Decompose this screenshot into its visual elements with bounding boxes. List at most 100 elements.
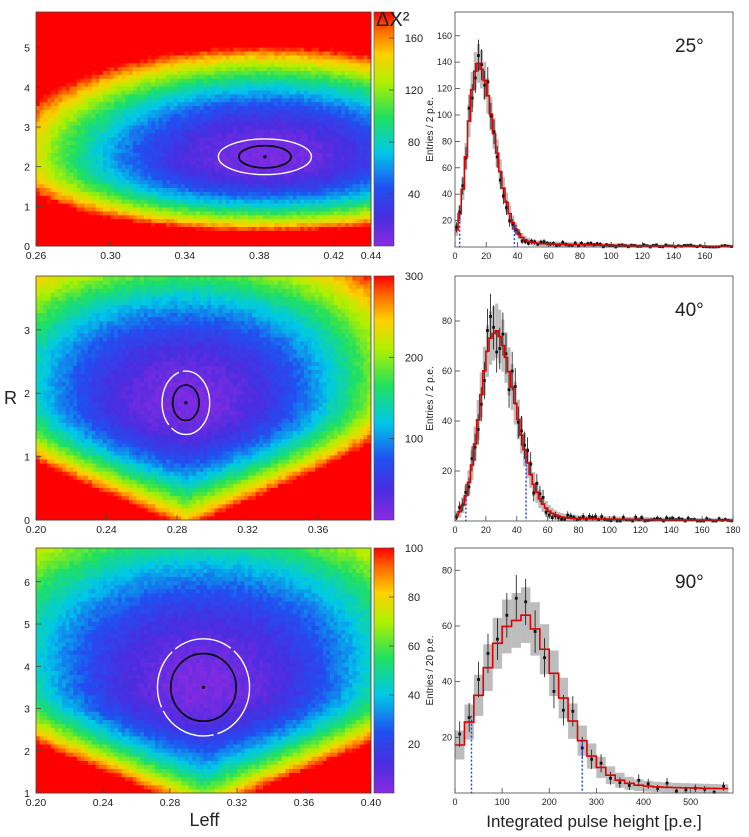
- heatmap-cell: [285, 238, 290, 243]
- heatmap-cell: [259, 238, 264, 243]
- heatmap-cell: [103, 54, 108, 60]
- heatmap-cell: [136, 175, 141, 181]
- heatmap-cell: [129, 160, 134, 165]
- heatmap-cell: [170, 230, 175, 235]
- heatmap-cell: [322, 70, 327, 75]
- heatmap-cell: [50, 113, 56, 118]
- heatmap-cell: [129, 90, 134, 95]
- heatmap-cell: [192, 125, 197, 130]
- heatmap-cell: [248, 195, 253, 200]
- heatmap-cell: [304, 152, 309, 157]
- heatmap-cell: [237, 12, 242, 17]
- heatmap-cell: [214, 156, 219, 161]
- heatmap-cell: [125, 58, 130, 64]
- heatmap-cell: [248, 238, 253, 243]
- heatmap-cell: [62, 15, 67, 21]
- heatmap-cell: [203, 160, 208, 165]
- heatmap-cell: [210, 156, 216, 161]
- heatmap-cell: [125, 23, 130, 29]
- heatmap-cell: [143, 207, 149, 212]
- heatmap-cell: [43, 19, 48, 25]
- heatmap-cell: [50, 183, 56, 188]
- heatmap-cell: [129, 74, 134, 79]
- heatmap-cell: [263, 117, 268, 122]
- heatmap-cell: [173, 97, 178, 103]
- heatmap-cell: [266, 230, 271, 235]
- heatmap-cell: [110, 66, 115, 71]
- heatmap-cell: [36, 199, 41, 204]
- heatmap-cell: [289, 117, 294, 122]
- heatmap-cell: [285, 191, 290, 196]
- heatmap-cell: [255, 109, 260, 114]
- heatmap-cell: [106, 222, 111, 227]
- heatmap-cell: [330, 222, 335, 227]
- heatmap-cell: [341, 218, 346, 224]
- heatmap-cell: [65, 144, 70, 149]
- heatmap-cell: [95, 51, 100, 56]
- heatmap-cell: [196, 12, 201, 17]
- heatmap-cell: [132, 31, 137, 36]
- heatmap-cell: [300, 140, 305, 146]
- heatmap-cell: [76, 86, 82, 91]
- heatmap-cell: [162, 187, 167, 192]
- heatmap-cell: [151, 238, 156, 243]
- heatmap-cell: [285, 101, 290, 107]
- heatmap-cell: [114, 164, 119, 169]
- heatmap-cell: [292, 226, 298, 231]
- heatmap-cell: [337, 152, 342, 157]
- heatmap-cell: [259, 152, 264, 157]
- heatmap-cell: [218, 171, 223, 177]
- heatmap-cell: [289, 195, 294, 200]
- heatmap-cell: [199, 117, 204, 122]
- heatmap-cell: [36, 27, 41, 32]
- heatmap-cell: [129, 199, 134, 204]
- heatmap-cell: [255, 117, 260, 122]
- heatmap-cell: [210, 54, 216, 60]
- heatmap-cell: [62, 234, 67, 239]
- heatmap-cell: [136, 125, 141, 130]
- heatmap-cell: [125, 214, 130, 220]
- heatmap-cell: [300, 117, 305, 122]
- heatmap-cell: [333, 35, 338, 40]
- heatmap-cell: [248, 47, 253, 52]
- heatmap-cell: [311, 51, 316, 56]
- heatmap-cell: [207, 15, 212, 21]
- heatmap-cell: [300, 70, 305, 75]
- heatmap-cell: [129, 148, 134, 153]
- heatmap-cell: [47, 93, 52, 99]
- heatmap-cell: [177, 35, 182, 40]
- heatmap-cell: [192, 117, 197, 122]
- heatmap-cell: [151, 132, 156, 138]
- heatmap-cell: [203, 54, 208, 60]
- heatmap-cell: [69, 62, 74, 68]
- heatmap-cell: [95, 148, 100, 153]
- heatmap-cell: [103, 12, 108, 17]
- heatmap-cell: [199, 144, 204, 149]
- heatmap-cell: [240, 222, 245, 227]
- heatmap-cell: [229, 160, 234, 165]
- heatmap-cell: [292, 230, 298, 235]
- heatmap-cell: [281, 74, 286, 79]
- heatmap-cell: [117, 15, 123, 21]
- heatmap-cell: [263, 148, 268, 153]
- heatmap-cell: [147, 171, 152, 177]
- heatmap-cell: [318, 183, 324, 188]
- heatmap-cell: [277, 35, 283, 40]
- heatmap-cell: [318, 19, 324, 25]
- heatmap-cell: [43, 54, 48, 60]
- heatmap-cell: [240, 121, 245, 126]
- heatmap-cell: [289, 234, 294, 239]
- heatmap-cell: [300, 51, 305, 56]
- heatmap-cell: [132, 121, 137, 126]
- heatmap-cell: [207, 148, 212, 153]
- heatmap-cell: [132, 207, 137, 212]
- heatmap-cell: [341, 117, 346, 122]
- heatmap-cell: [65, 129, 70, 134]
- heatmap-cell: [103, 43, 108, 48]
- heatmap-cell: [248, 51, 253, 56]
- heatmap-cell: [58, 226, 63, 231]
- heatmap-cell: [62, 82, 67, 87]
- heatmap-cell: [322, 230, 327, 235]
- heatmap-cell: [95, 86, 100, 91]
- heatmap-cell: [140, 195, 145, 200]
